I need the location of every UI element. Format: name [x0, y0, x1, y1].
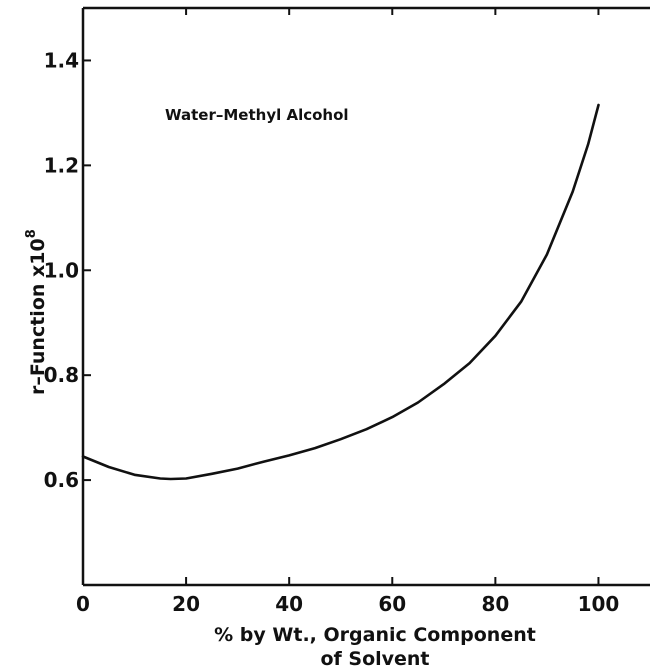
x-tick-label: 80 — [481, 592, 509, 616]
plot-frame — [81, 6, 650, 587]
y-tick-label: 0.6 — [44, 468, 79, 492]
y-tick-label: 0.8 — [44, 363, 79, 387]
series-line — [81, 103, 600, 481]
chart-annotation: Water–Methyl Alcohol — [165, 106, 349, 124]
x-tick-label: 40 — [275, 592, 303, 616]
y-tick-label: 1.4 — [44, 48, 79, 72]
x-tick-label: 100 — [578, 592, 620, 616]
y-axis-ticks: 0.6 0.8 1.0 1.2 1.4 — [44, 48, 91, 492]
y-tick-label: 1.0 — [44, 258, 79, 282]
y-axis-title-exponent: 8 — [24, 229, 39, 238]
x-tick-label: 20 — [172, 592, 200, 616]
y-axis-title: r–Function x108 — [24, 229, 49, 395]
y-axis-title-text: r–Function x108 — [24, 229, 49, 395]
y-axis-title-multiplier: x10 — [27, 238, 49, 277]
y-tick-label: 1.2 — [44, 153, 79, 177]
x-axis-title-line2: of Solvent — [320, 648, 429, 668]
y-axis-title-main: r–Function — [27, 284, 49, 395]
x-axis-ticks: 0 20 40 60 80 100 — [76, 8, 619, 616]
series-group — [81, 103, 600, 481]
x-tick-label: 60 — [378, 592, 406, 616]
x-axis-title-line1: % by Wt., Organic Component — [214, 624, 536, 646]
x-tick-label: 0 — [76, 592, 90, 616]
